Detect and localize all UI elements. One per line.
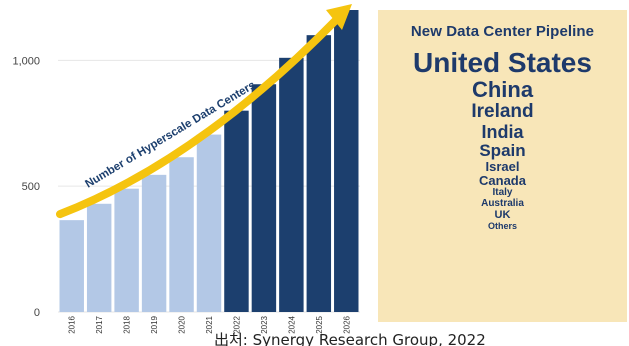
- country-australia: Australia: [481, 198, 524, 210]
- bars-group: [59, 10, 359, 313]
- x-tick-label: 2021: [205, 315, 214, 333]
- x-axis-ticks: 2016 2017 2018 2019 2020 2021 2022 2023 2024 2025…: [68, 315, 352, 333]
- country-ireland: Ireland: [471, 100, 534, 122]
- x-tick-label: 2023: [260, 315, 269, 333]
- country-india: India: [481, 121, 524, 142]
- country-uk: UK: [494, 208, 511, 221]
- bar-2026: [334, 10, 359, 312]
- x-tick-label: 2022: [232, 315, 241, 333]
- country-united-states: United States: [413, 47, 592, 78]
- x-tick-label: 2025: [315, 315, 324, 333]
- x-tick-label: 2016: [68, 315, 77, 333]
- y-tick-label: 500: [22, 181, 40, 193]
- source-caption: 出처: Synergy Research Group, 2022: [214, 332, 486, 346]
- x-tick-label: 2017: [95, 315, 104, 333]
- growth-arrow-head: [326, 4, 352, 30]
- pipeline-title: New Data Center Pipeline: [410, 23, 595, 40]
- bar-2021: [196, 134, 222, 312]
- country-list: United States China Ireland India Spain Israe…: [413, 47, 592, 232]
- country-canada: Canada: [479, 173, 526, 189]
- country-israel: Israel: [485, 159, 520, 175]
- growth-arrow-shaft: [56, 14, 342, 219]
- bar-2022: [224, 110, 249, 313]
- bar-2024: [279, 57, 304, 312]
- country-china: China: [471, 77, 534, 103]
- y-tick-label: 1,000: [12, 55, 40, 67]
- bar-2019: [141, 174, 167, 312]
- y-axis-ticks: 0 500 1,000: [12, 55, 40, 319]
- bar-2020: [169, 157, 194, 312]
- country-italy: Italy: [492, 187, 513, 199]
- bar-2017: [86, 203, 112, 312]
- bar-2025: [306, 35, 332, 313]
- x-tick-label: 2026: [342, 315, 351, 333]
- bar-2016: [59, 220, 84, 312]
- bar-2018: [114, 188, 139, 312]
- country-others: Others: [487, 220, 517, 231]
- x-tick-label: 2024: [287, 315, 296, 333]
- x-tick-label: 2018: [123, 315, 132, 333]
- x-tick-label: 2020: [178, 315, 187, 333]
- country-spain: Spain: [479, 140, 526, 160]
- bar-2023: [251, 84, 277, 312]
- pipeline-panel: New Data Center Pipeline United States Ch…: [378, 10, 627, 322]
- x-tick-label: 2019: [150, 315, 159, 333]
- y-tick-label: 0: [34, 307, 40, 319]
